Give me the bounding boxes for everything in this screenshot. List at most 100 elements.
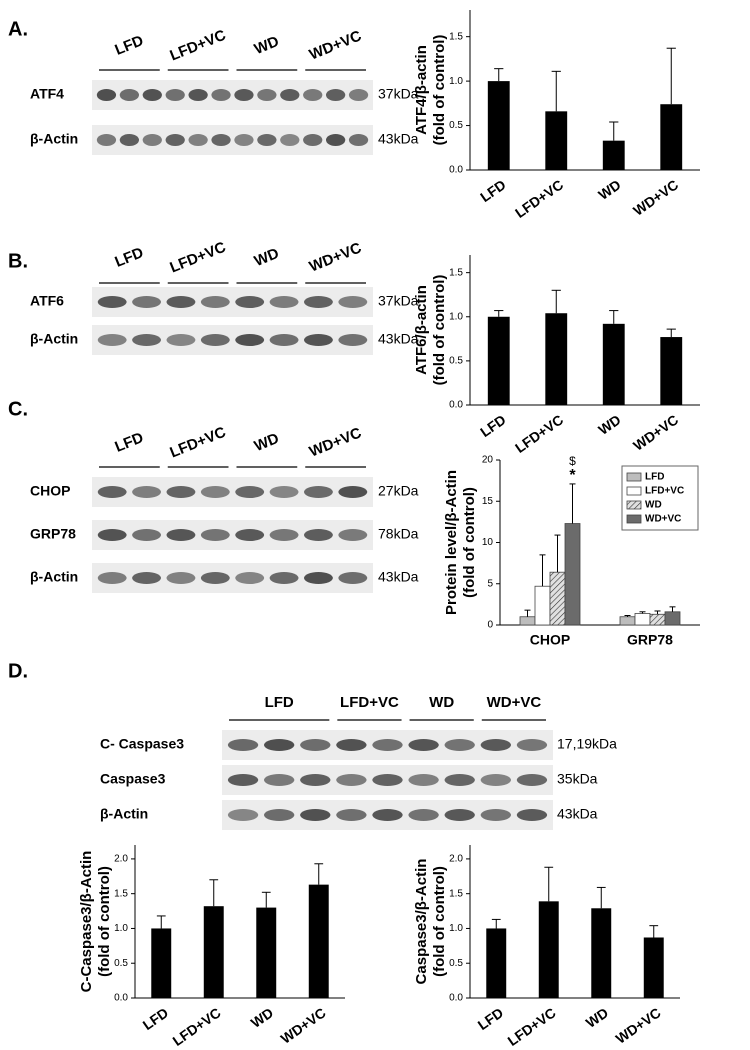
bar bbox=[660, 104, 683, 170]
blot-band bbox=[166, 486, 196, 498]
blot-band bbox=[235, 486, 265, 498]
blot-band bbox=[269, 296, 299, 308]
blot-band bbox=[280, 134, 300, 146]
size-label: 37kDa bbox=[378, 293, 419, 309]
blot-band bbox=[338, 334, 368, 346]
protein-label: β-Actin bbox=[30, 569, 78, 585]
blot-band bbox=[408, 774, 439, 786]
y-tick-label: 0.0 bbox=[114, 993, 128, 1004]
y-tick-label: 1.5 bbox=[449, 888, 463, 899]
y-tick-label: 1.5 bbox=[114, 888, 128, 899]
blot-band bbox=[97, 334, 127, 346]
protein-label: C- Caspase3 bbox=[100, 736, 184, 752]
blot-band bbox=[211, 134, 231, 146]
blot-band bbox=[516, 774, 548, 786]
blot-band bbox=[165, 134, 185, 146]
bar bbox=[486, 928, 507, 998]
y-tick-label: 0.5 bbox=[449, 958, 463, 969]
y-tick-label: 1.5 bbox=[449, 31, 463, 42]
y-tick-label: 5 bbox=[487, 578, 493, 589]
protein-label: ATF6 bbox=[30, 293, 64, 309]
bar-hatch bbox=[650, 614, 665, 625]
bar bbox=[487, 316, 510, 405]
legend-label: WD bbox=[645, 500, 662, 511]
x-tick-label: WD bbox=[595, 411, 623, 437]
blot-band bbox=[444, 774, 475, 786]
blot-band bbox=[166, 296, 196, 308]
y-axis-label: (fold of control) bbox=[431, 866, 448, 977]
y-tick-label: 10 bbox=[482, 537, 494, 548]
blot-band bbox=[234, 89, 254, 101]
blot-band bbox=[235, 334, 265, 346]
bar bbox=[660, 337, 683, 405]
blot-band bbox=[235, 296, 265, 308]
blot-band bbox=[235, 529, 265, 541]
x-tick-label: WD bbox=[595, 176, 623, 202]
y-tick-label: 1.5 bbox=[449, 267, 463, 278]
x-tick-label: LFD+VC bbox=[169, 1004, 223, 1049]
blot-band bbox=[372, 809, 403, 821]
y-tick-label: 0.0 bbox=[449, 165, 463, 176]
blot-band bbox=[300, 739, 331, 751]
y-tick-label: 1.0 bbox=[114, 923, 128, 934]
blot-band bbox=[480, 774, 512, 786]
legend-swatch bbox=[626, 486, 642, 496]
blot-band bbox=[132, 296, 161, 308]
blot-band bbox=[227, 809, 259, 821]
size-label: 78kDa bbox=[378, 526, 419, 542]
blot-band bbox=[264, 774, 295, 786]
y-axis-label: Protein level/β-Actin bbox=[443, 470, 460, 615]
group-label: LFD bbox=[112, 32, 146, 59]
annotation: * bbox=[569, 467, 576, 484]
blot-band bbox=[304, 296, 333, 308]
blot-band bbox=[348, 134, 369, 146]
bar bbox=[602, 140, 625, 170]
size-label: 43kDa bbox=[378, 569, 419, 585]
bar bbox=[602, 323, 625, 405]
x-tick-label: CHOP bbox=[530, 632, 570, 648]
blot-band bbox=[304, 486, 333, 498]
y-axis-label: Caspase3/β-Actin bbox=[413, 859, 430, 985]
blot-band bbox=[211, 89, 231, 101]
bar bbox=[545, 313, 568, 405]
blot-band bbox=[142, 134, 162, 146]
bar bbox=[564, 523, 581, 626]
y-tick-label: 1.0 bbox=[449, 311, 463, 322]
blot-band bbox=[97, 529, 127, 541]
blot-band bbox=[227, 739, 259, 751]
blot-band bbox=[338, 486, 368, 498]
blot-band bbox=[234, 134, 254, 146]
y-tick-label: 0.5 bbox=[449, 356, 463, 367]
blot-band bbox=[304, 529, 333, 541]
blot-band bbox=[516, 809, 548, 821]
protein-label: GRP78 bbox=[30, 526, 76, 542]
blot-band bbox=[166, 529, 196, 541]
bar bbox=[151, 928, 172, 998]
y-tick-label: 2.0 bbox=[449, 854, 463, 865]
bar bbox=[534, 585, 551, 626]
blot-band bbox=[97, 486, 127, 498]
bar bbox=[634, 613, 651, 626]
y-tick-label: 0.5 bbox=[449, 120, 463, 131]
bar bbox=[487, 81, 510, 170]
blot-band bbox=[200, 572, 230, 584]
blot-band bbox=[408, 739, 439, 751]
blot-band bbox=[235, 572, 265, 584]
blot-band bbox=[227, 774, 259, 786]
legend-hatch bbox=[627, 501, 641, 509]
blot-band bbox=[304, 334, 333, 346]
blot-band bbox=[166, 572, 196, 584]
blot-band bbox=[303, 89, 323, 101]
y-axis-label: (fold of control) bbox=[431, 35, 448, 146]
size-label: 17,19kDa bbox=[557, 736, 617, 752]
bar-hatch bbox=[550, 572, 565, 625]
blot-band bbox=[348, 89, 369, 101]
blot-band bbox=[480, 739, 512, 751]
protein-label: β-Actin bbox=[30, 331, 78, 347]
blot-band bbox=[408, 809, 439, 821]
blot-band bbox=[132, 572, 161, 584]
y-axis-label: ATF6/β-actin bbox=[413, 285, 430, 375]
blot-band bbox=[264, 809, 295, 821]
blot-band bbox=[264, 739, 295, 751]
size-label: 35kDa bbox=[557, 771, 598, 787]
